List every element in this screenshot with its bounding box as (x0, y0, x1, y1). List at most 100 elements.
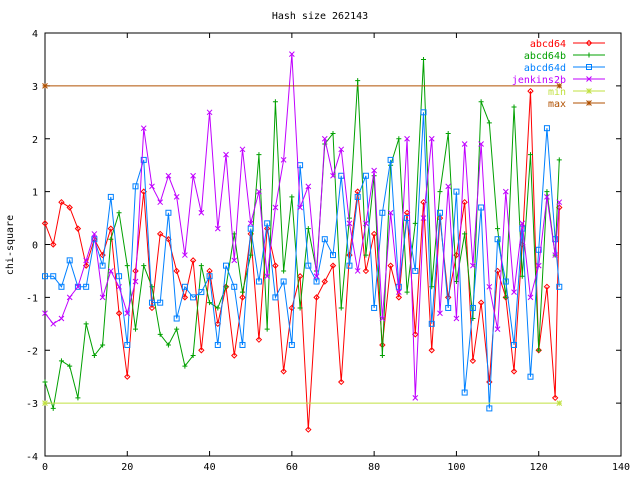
data-point (445, 130, 451, 136)
data-point (321, 278, 328, 285)
data-point (190, 294, 197, 301)
data-point (173, 194, 180, 200)
y-tick-label: 2 (32, 135, 38, 146)
data-point (116, 273, 123, 280)
data-point (289, 51, 295, 58)
data-point (556, 83, 563, 89)
data-point (478, 204, 485, 211)
data-point (404, 135, 410, 142)
data-point (42, 400, 48, 406)
data-point (124, 310, 131, 317)
x-tick-label: 120 (530, 462, 548, 473)
data-point (586, 52, 592, 58)
data-point (420, 215, 427, 221)
data-point (437, 310, 443, 317)
data-point (140, 125, 147, 132)
data-point (165, 209, 172, 216)
data-point (215, 305, 221, 311)
y-tick-label: 1 (32, 188, 38, 199)
y-tick-label: -3 (26, 399, 38, 410)
data-point (173, 267, 180, 275)
data-point (478, 141, 484, 147)
data-point (437, 189, 443, 195)
data-point (363, 252, 369, 258)
y-tick-label: 3 (32, 82, 38, 93)
data-point (50, 273, 57, 280)
data-point (83, 283, 90, 290)
series-line (44, 54, 560, 398)
data-point (116, 210, 122, 216)
data-point (75, 395, 81, 401)
data-point (174, 326, 180, 332)
data-point (420, 109, 427, 116)
data-point (91, 353, 97, 359)
data-point (100, 342, 106, 348)
data-point (586, 76, 592, 82)
data-point (338, 305, 344, 311)
data-point (543, 283, 551, 291)
legend-label: min (548, 87, 566, 98)
x-tick-label: 80 (368, 462, 380, 473)
data-point (50, 320, 57, 327)
data-point (329, 262, 337, 269)
data-point (527, 294, 534, 301)
data-point (189, 257, 197, 264)
data-point (83, 257, 89, 264)
data-point (502, 278, 509, 285)
data-point (321, 236, 328, 243)
x-tick-label: 20 (121, 462, 133, 473)
data-point (231, 352, 238, 359)
data-point (140, 156, 147, 163)
data-point (556, 400, 563, 406)
data-point (556, 199, 563, 206)
data-point (469, 357, 477, 365)
data-point (214, 320, 222, 328)
series-min (42, 400, 563, 406)
data-point (461, 141, 468, 147)
data-point (272, 294, 279, 301)
data-point (223, 262, 230, 269)
data-point (198, 263, 204, 269)
data-point (58, 283, 65, 290)
data-point (231, 283, 238, 290)
data-point (289, 194, 295, 200)
legend-label: max (548, 99, 566, 110)
data-point (396, 136, 402, 142)
data-point (551, 394, 559, 402)
data-point (288, 341, 295, 348)
data-point (462, 231, 468, 237)
y-tick-label: -2 (26, 346, 38, 357)
data-point (330, 172, 336, 179)
series-abcd64d (42, 109, 563, 412)
data-point (428, 135, 435, 142)
data-point (527, 152, 533, 158)
data-point (198, 209, 205, 216)
data-point (313, 273, 320, 280)
data-point (264, 326, 270, 332)
data-point (330, 130, 336, 136)
series-line (44, 91, 560, 430)
data-point (297, 204, 303, 211)
data-point (108, 236, 114, 242)
data-point (495, 226, 501, 232)
data-point (544, 194, 550, 200)
legend-label: abcd64 (530, 39, 566, 50)
data-point (305, 183, 312, 190)
data-point (544, 189, 550, 195)
data-point (502, 188, 509, 195)
data-point (255, 278, 262, 285)
data-point (444, 294, 452, 301)
data-point (264, 220, 271, 227)
y-tick-label: 4 (32, 29, 38, 40)
data-point (453, 188, 460, 195)
data-point (124, 373, 131, 380)
data-point (157, 199, 164, 206)
data-point (66, 294, 73, 301)
data-point (346, 262, 353, 269)
data-point (214, 341, 221, 348)
data-point (115, 310, 123, 317)
data-point (141, 263, 147, 269)
data-point (395, 289, 402, 295)
data-point (280, 368, 287, 375)
